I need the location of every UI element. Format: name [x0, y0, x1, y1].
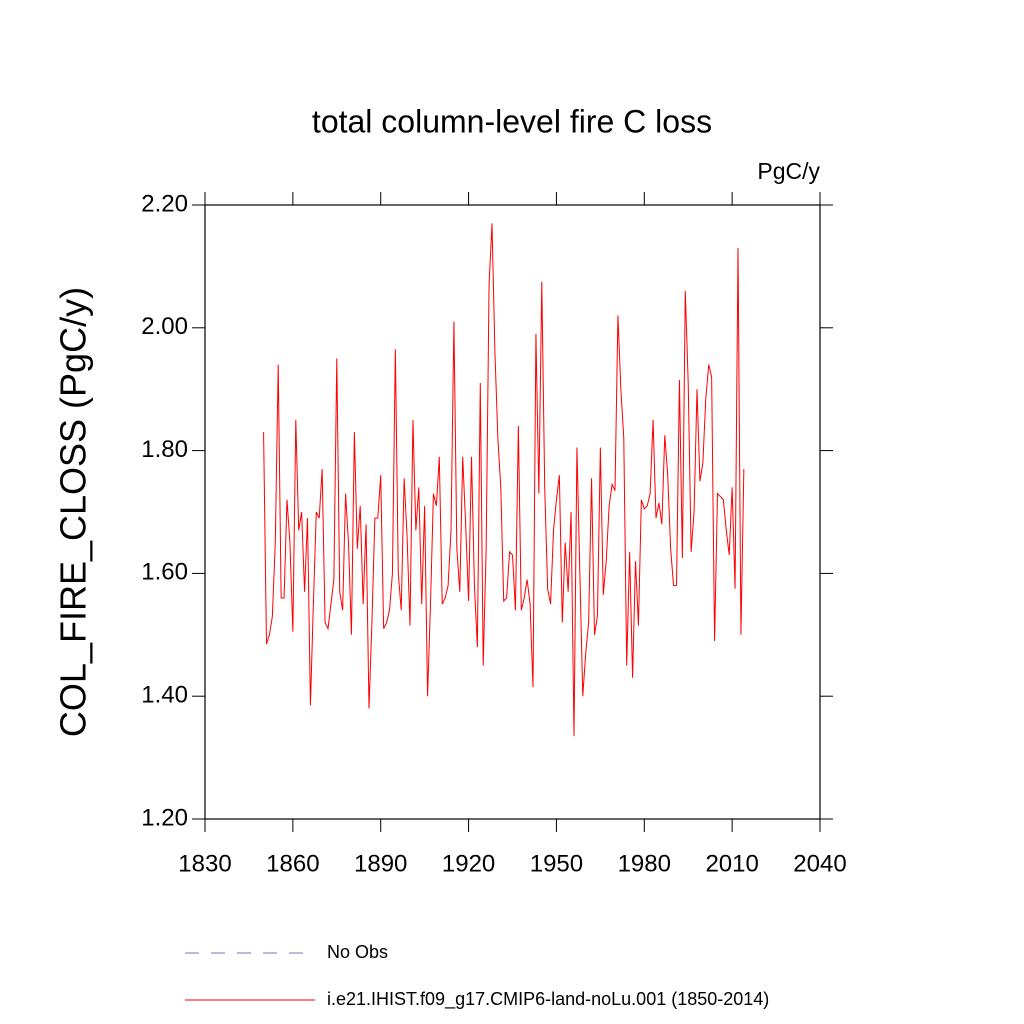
- x-tick-label: 1980: [618, 850, 671, 877]
- x-tick-label: 2010: [705, 850, 758, 877]
- y-tick-label: 1.80: [141, 436, 188, 463]
- y-tick-label: 2.20: [141, 190, 188, 217]
- legend-label: i.e21.IHIST.f09_g17.CMIP6-land-noLu.001 …: [327, 989, 769, 1010]
- y-tick-label: 2.00: [141, 313, 188, 340]
- x-tick-label: 1950: [530, 850, 583, 877]
- x-tick-label: 1920: [442, 850, 495, 877]
- units-label: PgC/y: [757, 158, 820, 184]
- data-line: [263, 223, 745, 737]
- x-tick-label: 1860: [266, 850, 319, 877]
- legend-label: No Obs: [327, 942, 388, 962]
- y-tick-label: 1.60: [141, 559, 188, 586]
- plot-frame: [204, 204, 821, 820]
- y-axis-label: COL_FIRE_CLOSS (PgC/y): [53, 287, 94, 737]
- chart-title: total column-level fire C loss: [312, 103, 712, 139]
- x-tick-label: 1890: [354, 850, 407, 877]
- y-tick-label: 1.20: [141, 804, 188, 831]
- x-tick-label: 1830: [178, 850, 231, 877]
- x-tick-label: 2040: [793, 850, 846, 877]
- y-tick-label: 1.40: [141, 682, 188, 709]
